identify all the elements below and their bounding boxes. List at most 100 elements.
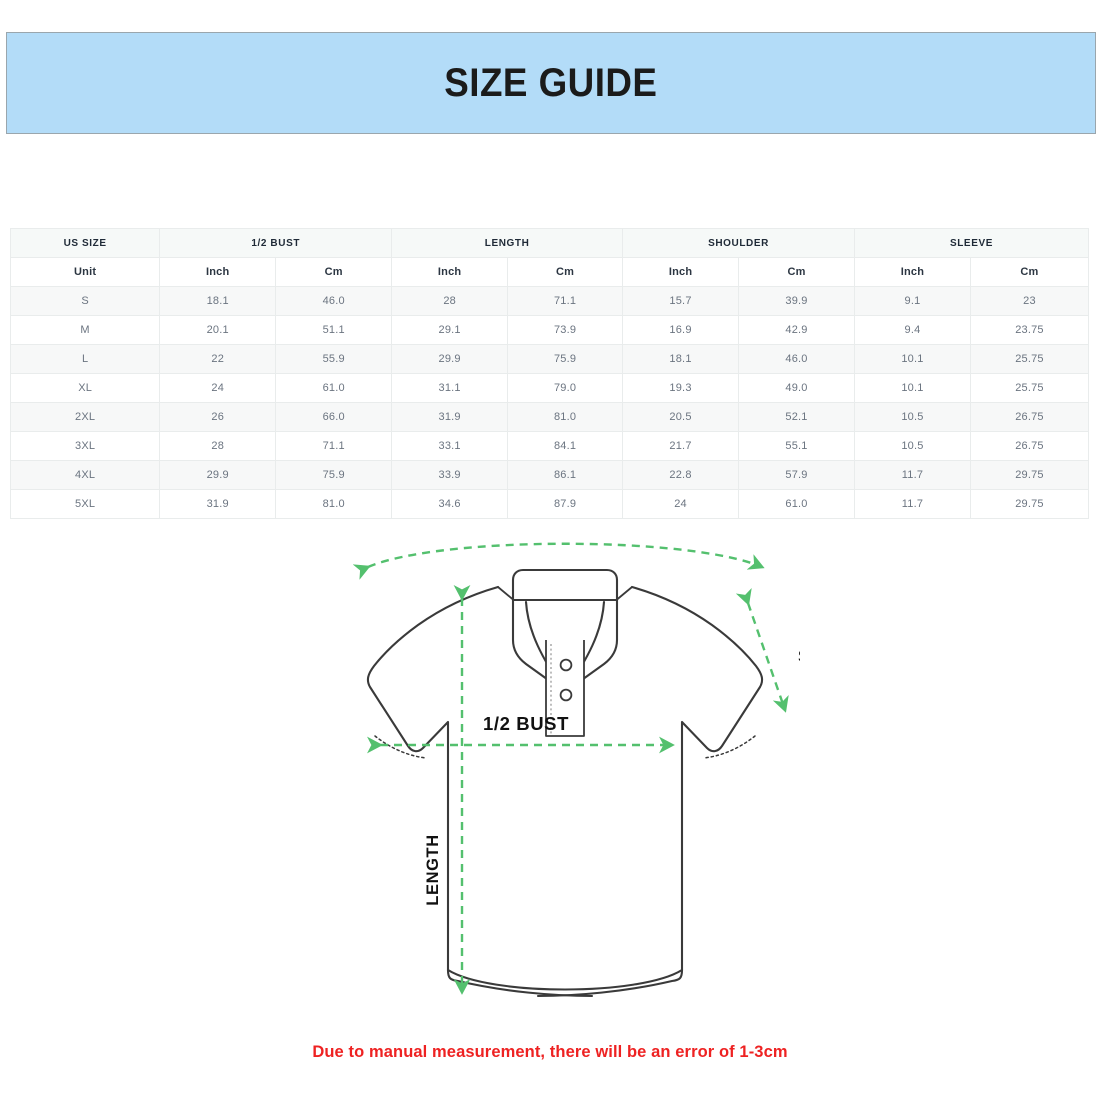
group-header-sleeve: SLEEVE	[853, 228, 1090, 258]
unit-header-length-inch: Inch	[391, 257, 509, 287]
cell-sleeve-inch: 11.7	[853, 489, 971, 519]
cell-sleeve-inch: 9.4	[853, 315, 971, 345]
button-placket	[545, 640, 585, 737]
cell-length-cm: 84.1	[507, 431, 624, 461]
cell-bust-cm: 46.0	[275, 286, 393, 316]
table-group-header-row: US SIZE 1/2 BUST LENGTH SHOULDER SLEEVE	[9, 228, 1090, 258]
cell-bust-cm: 51.1	[275, 315, 393, 345]
cell-length-inch: 33.9	[391, 460, 509, 490]
size-chart-table: US SIZE 1/2 BUST LENGTH SHOULDER SLEEVE …	[9, 228, 1090, 519]
cell-sleeve-cm: 25.75	[969, 344, 1090, 374]
cell-bust-inch: 26	[159, 402, 277, 432]
unit-header-sleeve-inch: Inch	[853, 257, 971, 287]
garment-measurement-diagram: SHOULDER SLEEVE 1/2 BUST LENGTH	[330, 540, 800, 1020]
cell-length-cm: 71.1	[507, 286, 624, 316]
sleeve-label: SLEEVE	[798, 646, 800, 666]
length-label: LENGTH	[424, 834, 442, 905]
table-row: 4XL 29.9 75.9 33.9 86.1 22.8 57.9 11.7 29.75	[9, 460, 1090, 490]
group-header-half-bust: 1/2 BUST	[159, 228, 393, 258]
unit-header-sleeve-cm: Cm	[969, 257, 1090, 287]
cell-length-cm: 86.1	[507, 460, 624, 490]
cell-sleeve-inch: 10.5	[853, 402, 971, 432]
table-row: S 18.1 46.0 28 71.1 15.7 39.9 9.1 23	[9, 286, 1090, 316]
cell-length-cm: 79.0	[507, 373, 624, 403]
table-unit-header-row: Unit Inch Cm Inch Cm Inch Cm Inch Cm	[9, 257, 1090, 287]
cell-length-cm: 73.9	[507, 315, 624, 345]
cell-length-cm: 81.0	[507, 402, 624, 432]
cell-sleeve-cm: 26.75	[969, 402, 1090, 432]
cell-sleeve-inch: 10.5	[853, 431, 971, 461]
cell-length-inch: 28	[391, 286, 509, 316]
cell-bust-inch: 28	[159, 431, 277, 461]
cell-bust-cm: 55.9	[275, 344, 393, 374]
cell-shoulder-cm: 55.1	[738, 431, 855, 461]
page-title: SIZE GUIDE	[444, 60, 658, 105]
cell-bust-cm: 71.1	[275, 431, 393, 461]
cell-size: M	[9, 315, 161, 345]
cell-shoulder-inch: 16.9	[622, 315, 740, 345]
cell-sleeve-cm: 29.75	[969, 489, 1090, 519]
cell-bust-cm: 75.9	[275, 460, 393, 490]
cell-shoulder-cm: 57.9	[738, 460, 855, 490]
shoulder-measure-arrow	[352, 542, 765, 580]
cell-shoulder-cm: 46.0	[738, 344, 855, 374]
group-header-shoulder: SHOULDER	[622, 228, 855, 258]
group-header-length: LENGTH	[391, 228, 624, 258]
cell-sleeve-cm: 23.75	[969, 315, 1090, 345]
cell-size: 4XL	[9, 460, 161, 490]
cell-size: 5XL	[9, 489, 161, 519]
unit-header-shoulder-inch: Inch	[622, 257, 740, 287]
cell-size: 2XL	[9, 402, 161, 432]
cell-shoulder-cm: 42.9	[738, 315, 855, 345]
cell-length-inch: 31.1	[391, 373, 509, 403]
button-icon	[559, 688, 573, 702]
cell-length-inch: 34.6	[391, 489, 509, 519]
cell-bust-inch: 24	[159, 373, 277, 403]
size-chart-table-wrapper: US SIZE 1/2 BUST LENGTH SHOULDER SLEEVE …	[9, 228, 1090, 519]
cell-sleeve-cm: 29.75	[969, 460, 1090, 490]
half-bust-label: 1/2 BUST	[483, 713, 569, 734]
cell-shoulder-cm: 52.1	[738, 402, 855, 432]
table-row: 3XL 28 71.1 33.1 84.1 21.7 55.1 10.5 26.75	[9, 431, 1090, 461]
cell-bust-inch: 31.9	[159, 489, 277, 519]
shoulder-label: SHOULDER	[514, 540, 617, 542]
cell-shoulder-inch: 20.5	[622, 402, 740, 432]
cell-bust-inch: 18.1	[159, 286, 277, 316]
measurement-disclaimer: Due to manual measurement, there will be…	[312, 1043, 788, 1061]
cell-shoulder-cm: 39.9	[738, 286, 855, 316]
cell-length-cm: 75.9	[507, 344, 624, 374]
cell-shoulder-inch: 15.7	[622, 286, 740, 316]
unit-header-length-cm: Cm	[507, 257, 624, 287]
unit-header-shoulder-cm: Cm	[738, 257, 855, 287]
cell-shoulder-inch: 24	[622, 489, 740, 519]
cell-shoulder-inch: 19.3	[622, 373, 740, 403]
unit-header-bust-inch: Inch	[159, 257, 277, 287]
cell-bust-inch: 22	[159, 344, 277, 374]
cell-length-inch: 29.9	[391, 344, 509, 374]
cell-bust-inch: 20.1	[159, 315, 277, 345]
size-guide-banner: SIZE GUIDE	[6, 32, 1096, 134]
cell-length-inch: 33.1	[391, 431, 509, 461]
cell-shoulder-inch: 22.8	[622, 460, 740, 490]
table-row: XL 24 61.0 31.1 79.0 19.3 49.0 10.1 25.75	[9, 373, 1090, 403]
cell-bust-cm: 61.0	[275, 373, 393, 403]
table-row: 2XL 26 66.0 31.9 81.0 20.5 52.1 10.5 26.75	[9, 402, 1090, 432]
cell-length-cm: 87.9	[507, 489, 624, 519]
cell-shoulder-cm: 61.0	[738, 489, 855, 519]
size-chart-body: S 18.1 46.0 28 71.1 15.7 39.9 9.1 23 M 20.1 51.1 29.…	[9, 286, 1090, 519]
cell-sleeve-cm: 23	[969, 286, 1090, 316]
sleeve-measure-arrow	[735, 588, 789, 713]
cell-sleeve-inch: 10.1	[853, 344, 971, 374]
table-row: M 20.1 51.1 29.1 73.9 16.9 42.9 9.4 23.75	[9, 315, 1090, 345]
cell-bust-cm: 66.0	[275, 402, 393, 432]
cell-sleeve-inch: 10.1	[853, 373, 971, 403]
cell-sleeve-cm: 26.75	[969, 431, 1090, 461]
table-row: 5XL 31.9 81.0 34.6 87.9 24 61.0 11.7 29.75	[9, 489, 1090, 519]
cell-sleeve-cm: 25.75	[969, 373, 1090, 403]
cell-size: 3XL	[9, 431, 161, 461]
cell-length-inch: 29.1	[391, 315, 509, 345]
group-header-us-size: US SIZE	[9, 228, 161, 258]
cell-size: L	[9, 344, 161, 374]
cell-size: XL	[9, 373, 161, 403]
